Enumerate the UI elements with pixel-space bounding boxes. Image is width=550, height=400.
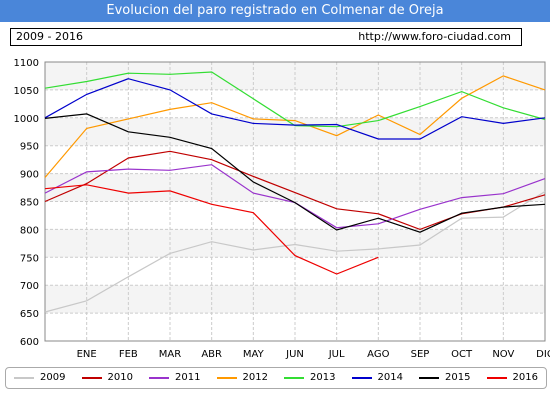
source-url: http://www.foro-ciudad.com [358, 30, 511, 43]
legend-swatch [486, 377, 507, 379]
legend-label: 2009 [40, 372, 66, 383]
series-line-2015 [44, 113, 546, 233]
y-tick-label: 1050 [14, 86, 39, 97]
legend-swatch [14, 377, 34, 379]
x-tick-label: JUL [328, 349, 345, 360]
x-tick-label: MAY [243, 349, 265, 360]
legend-swatch [419, 377, 439, 379]
legend-label: 2012 [242, 372, 268, 383]
legend-label: 2016 [512, 372, 538, 383]
legend-swatch [216, 377, 237, 379]
y-tick-label: 650 [20, 309, 39, 320]
legend-label: 2011 [175, 372, 201, 383]
chart-title: Evolucion del paro registrado en Colmena… [0, 0, 550, 22]
legend-swatch [149, 377, 169, 379]
y-tick-label: 1000 [14, 114, 39, 125]
x-tick-label: MAR [159, 349, 181, 360]
x-tick-label: ENE [77, 349, 97, 360]
legend-label: 2010 [107, 372, 133, 383]
x-tick-label: DIC [536, 349, 550, 360]
y-tick-label: 800 [20, 225, 39, 236]
legend-swatch [351, 377, 372, 379]
x-tick-label: JUN [285, 349, 304, 360]
x-tick-label: OCT [451, 349, 473, 360]
series-line-2012 [44, 75, 546, 178]
legend: 2009 2010 2011 2012 2013 2014 2015 2016 [5, 367, 547, 389]
y-tick-label: 750 [20, 253, 39, 264]
legend-label: 2013 [310, 372, 336, 383]
info-bar: 2009 - 2016 http://www.foro-ciudad.com [10, 28, 522, 46]
grid-band [45, 62, 545, 90]
grid-band [45, 117, 545, 146]
y-tick-label: 600 [20, 337, 39, 348]
y-tick-label: 1100 [14, 58, 39, 69]
x-tick-label: FEB [119, 349, 138, 360]
legend-label: 2014 [377, 372, 403, 383]
legend-swatch [81, 377, 102, 379]
legend-swatch [284, 377, 304, 379]
x-tick-label: NOV [492, 349, 514, 360]
y-tick-label: 850 [20, 198, 39, 209]
x-tick-label: SEP [411, 349, 430, 360]
x-tick-label: AGO [367, 349, 389, 360]
period-label: 2009 - 2016 [16, 30, 83, 43]
series-line-2014 [44, 78, 546, 140]
legend-label: 2015 [445, 372, 471, 383]
series-line-2016 [44, 184, 379, 275]
y-tick-label: 950 [20, 142, 39, 153]
series-line-2009 [44, 190, 546, 313]
y-tick-label: 700 [20, 281, 39, 292]
x-tick-label: ABR [201, 349, 222, 360]
y-tick-label: 900 [20, 170, 39, 181]
